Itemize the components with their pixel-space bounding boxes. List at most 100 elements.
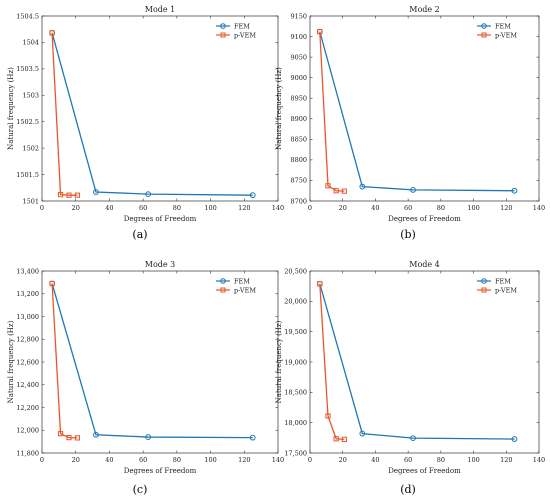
data-point-pvem: [317, 281, 323, 287]
legend-label: p-VEM: [234, 286, 256, 294]
data-point-fem: [359, 183, 366, 190]
y-tick-label: 19,500: [284, 328, 307, 336]
data-point-pvem: [57, 192, 64, 198]
legend-label: FEM: [234, 277, 250, 285]
subfigure-label: (a): [132, 228, 147, 241]
x-tick-label: 120: [500, 456, 512, 464]
data-point-pvem: [74, 192, 81, 198]
data-point-pvem: [325, 413, 331, 419]
x-tick-label: 140: [533, 204, 545, 212]
y-tick-label: 12,000: [16, 427, 39, 435]
x-axis-label: Degrees of Freedom: [388, 467, 461, 475]
data-point-fem: [249, 192, 256, 199]
legend-marker-square: [481, 287, 487, 293]
legend-marker-circle: [220, 278, 226, 284]
x-tick-label: 40: [371, 456, 379, 464]
legend-marker-circle: [220, 23, 226, 29]
data-point-pvem: [57, 431, 64, 437]
series-line-pvem: [51, 283, 78, 439]
y-tick-label: 13,400: [16, 267, 39, 275]
x-tick-label: 100: [467, 204, 479, 212]
series-line-fem: [51, 32, 253, 196]
data-point-pvem: [66, 435, 72, 441]
x-tick-label: 120: [500, 204, 512, 212]
series-line-pvem: [319, 31, 345, 192]
x-tick-label: 20: [339, 456, 347, 464]
y-tick-label: 8800: [290, 156, 307, 164]
legend-label: FEM: [495, 277, 511, 285]
y-tick-label: 9150: [290, 12, 307, 20]
legend-label: FEM: [234, 22, 250, 30]
y-tick-label: 8750: [290, 177, 307, 185]
x-tick-label: 40: [105, 456, 113, 464]
plot-area: [41, 15, 279, 202]
x-tick-label: 60: [404, 456, 412, 464]
y-tick-label: 8700: [290, 197, 307, 205]
x-tick-label: 20: [72, 456, 80, 464]
y-tick-label: 1503.5: [16, 65, 39, 73]
data-point-pvem: [341, 188, 347, 194]
y-tick-label: 8950: [290, 95, 307, 103]
legend-label: p-VEM: [234, 31, 256, 39]
plot-area: [41, 270, 279, 454]
data-point-pvem: [325, 183, 331, 189]
x-tick-label: 100: [204, 456, 216, 464]
x-tick-label: 0: [308, 204, 312, 212]
data-point-fem: [145, 191, 152, 198]
y-axis-label: Natural frequency (Hz): [275, 67, 283, 150]
x-tick-label: 140: [533, 456, 545, 464]
y-tick-label: 11,800: [16, 449, 39, 457]
chart-title: Mode 4: [409, 260, 440, 269]
x-tick-label: 0: [308, 456, 312, 464]
chart-panel-1: Mode 1 0 20 40 60 80 100 120 140 1501 1501.5 1502 15…: [7, 5, 284, 241]
data-point-fem: [93, 189, 99, 195]
plot-area: [309, 15, 540, 202]
y-tick-label: 18,500: [284, 389, 307, 397]
subfigure-label: (c): [133, 483, 148, 496]
y-tick-label: 1504.5: [16, 12, 39, 20]
x-tick-label: 80: [173, 204, 181, 212]
y-tick-label: 9000: [290, 74, 307, 82]
data-point-pvem: [317, 29, 323, 35]
x-tick-label: 60: [404, 204, 412, 212]
y-axis-label: Natural frequency (Hz): [7, 67, 15, 150]
y-tick-label: 12,800: [16, 336, 39, 344]
y-axis-label: Natural frequency (Hz): [7, 320, 15, 403]
data-point-fem: [145, 434, 152, 440]
series-line-pvem: [319, 283, 345, 440]
chart-title: Mode 1: [145, 5, 176, 14]
y-tick-label: 13,000: [16, 313, 39, 321]
data-point-fem: [93, 431, 99, 438]
chart-panel-4: Mode 40 20 40 60 80 100 120 14017,50018,00018,5…: [275, 260, 545, 496]
plot-area: [309, 270, 540, 454]
y-tick-label: 1503: [22, 92, 39, 100]
legend-label: p-VEM: [495, 286, 517, 294]
y-tick-label: 1501: [22, 197, 39, 205]
data-point-fem: [359, 430, 366, 437]
y-tick-label: 1502.5: [16, 118, 39, 126]
y-tick-label: 9100: [290, 33, 307, 41]
y-tick-label: 1501.5: [16, 171, 39, 179]
x-tick-label: 20: [339, 204, 347, 212]
x-tick-label: 80: [437, 204, 445, 212]
legend-marker-circle: [481, 278, 487, 284]
legend-marker-square: [220, 287, 226, 293]
y-tick-label: 17,500: [284, 449, 307, 457]
data-point-pvem: [333, 436, 339, 442]
y-tick-label: 8900: [290, 115, 307, 123]
chart-title: Mode 3: [145, 260, 176, 269]
x-tick-label: 40: [105, 204, 113, 212]
y-tick-label: 12,200: [16, 404, 39, 412]
y-tick-label: 8850: [290, 136, 307, 144]
x-tick-label: 60: [139, 204, 147, 212]
data-point-fem: [410, 187, 416, 193]
x-tick-label: 80: [437, 456, 445, 464]
x-tick-label: 80: [173, 456, 181, 464]
data-point-pvem: [49, 280, 55, 287]
x-tick-label: 20: [72, 204, 80, 212]
x-tick-label: 140: [272, 204, 284, 212]
series-line-fem: [319, 283, 515, 440]
